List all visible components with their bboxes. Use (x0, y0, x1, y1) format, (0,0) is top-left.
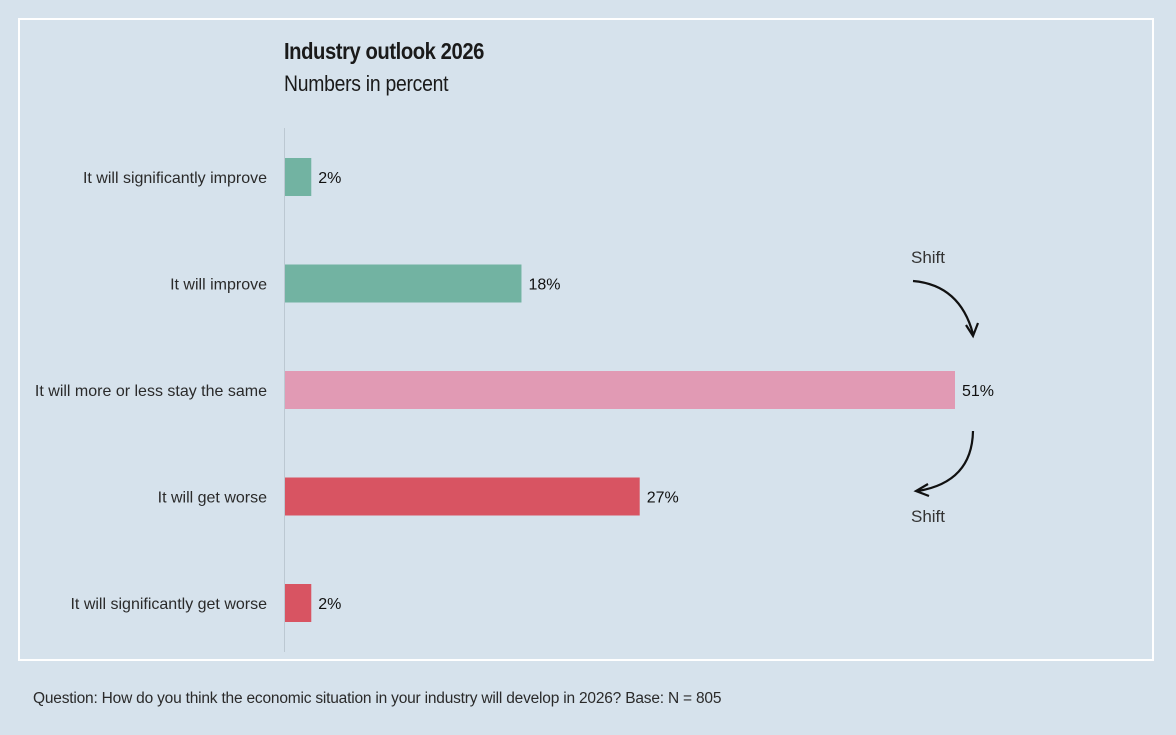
category-label: It will get worse (158, 490, 267, 507)
value-label: 51% (962, 383, 994, 400)
footnote: Question: How do you think the economic … (33, 690, 722, 707)
category-label: It will improve (170, 277, 267, 294)
shift-annotation-bottom: Shift (911, 430, 975, 526)
shift-annotation-top: Shift (911, 248, 980, 339)
value-label: 27% (647, 490, 679, 507)
bar (285, 264, 522, 303)
category-label: It will significantly improve (83, 170, 267, 187)
shift-arrow-left-icon (917, 430, 975, 493)
value-label: 18% (528, 277, 560, 294)
chart-subtitle: Numbers in percent (284, 71, 449, 96)
value-label: 2% (318, 596, 341, 613)
category-label: It will significantly get worse (70, 596, 267, 613)
bar (285, 477, 640, 516)
shift-label-bottom: Shift (911, 507, 945, 526)
bar (285, 584, 312, 622)
bar (285, 158, 312, 196)
bars-group: It will significantly improve 2% It will i… (35, 158, 994, 622)
arrowhead-icon (913, 483, 930, 498)
arrowhead-icon (965, 322, 980, 339)
bar (285, 371, 955, 409)
chart-panel (18, 18, 1154, 661)
value-label: 2% (318, 170, 341, 187)
shift-arrow-down-icon (912, 279, 975, 335)
category-label: It will more or less stay the same (35, 383, 267, 400)
chart-title: Industry outlook 2026 (284, 38, 484, 64)
shift-label-top: Shift (911, 248, 945, 267)
